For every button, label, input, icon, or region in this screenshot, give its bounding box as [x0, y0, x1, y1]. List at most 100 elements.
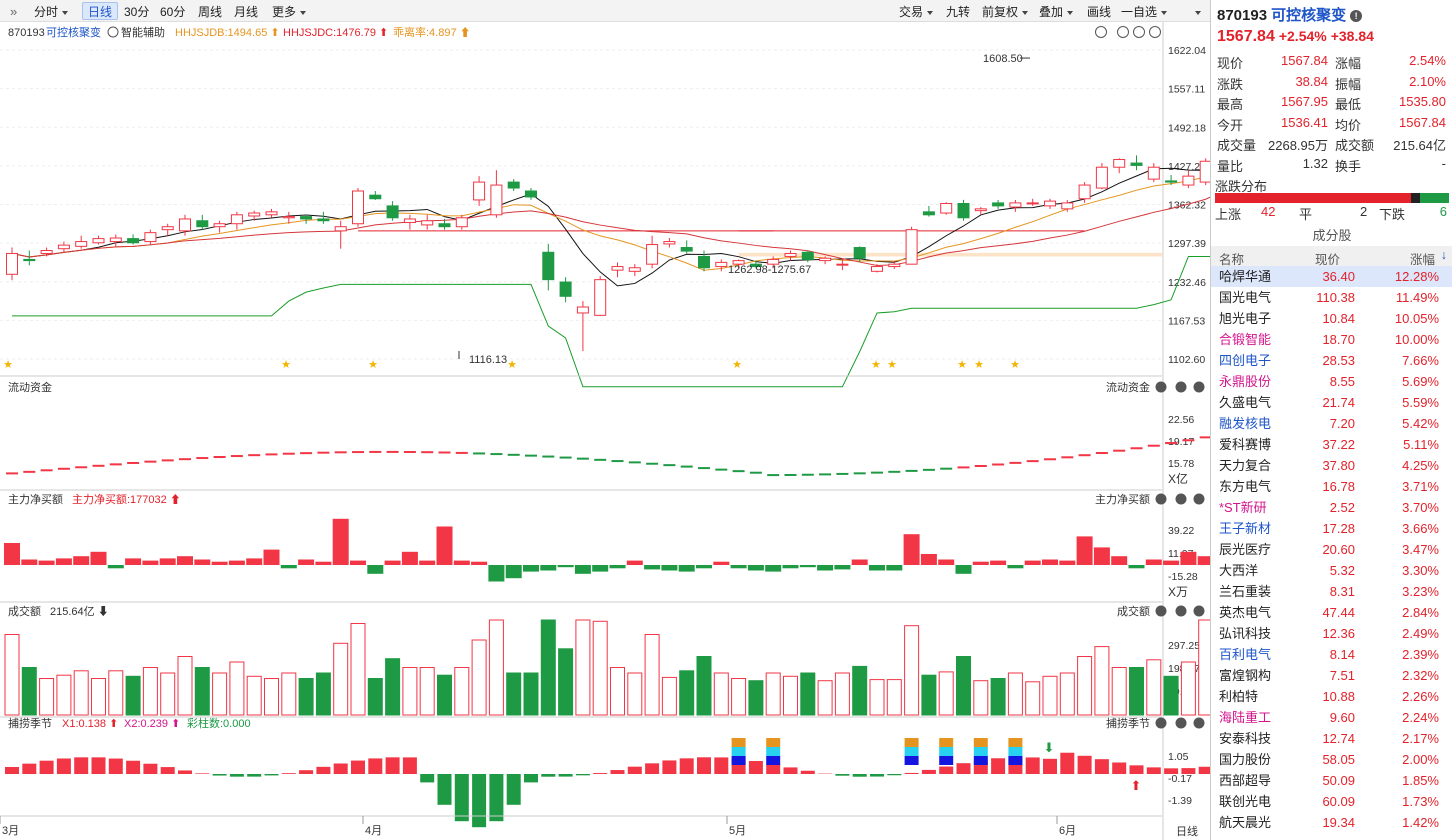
settings-icon [1155, 381, 1167, 393]
volume-bar [488, 619, 504, 716]
settings-icon [1155, 493, 1167, 505]
mainnet-bar [332, 518, 349, 565]
constituent-row[interactable]: 安泰科技 12.74 2.17% [1211, 728, 1452, 749]
candle-body [732, 260, 745, 265]
constituent-row[interactable]: 国光电气 110.38 11.49% [1211, 287, 1452, 308]
settings-icon [1155, 605, 1167, 617]
stat-value-2-1: 1567.95 [1281, 94, 1328, 109]
constituent-row[interactable]: 联创光电 60.09 1.73% [1211, 791, 1452, 812]
volume-bar [1180, 661, 1196, 716]
constituent-row[interactable]: 英杰电气 47.44 2.84% [1211, 602, 1452, 623]
quote-panel: 870193 可控核聚变! 1567.84 +2.54% +38.84 现价 1567.… [1210, 0, 1452, 840]
period-tab-2[interactable]: 30分 [118, 2, 155, 20]
tool-button-1[interactable]: 九转 [940, 2, 976, 20]
collapse-icon[interactable]: » [10, 4, 18, 19]
y-tick-label: 1622.04 [1168, 45, 1206, 57]
constituent-row[interactable]: *ST新研 2.52 3.70% [1211, 497, 1452, 518]
constituent-row[interactable]: 天力复合 37.80 4.25% [1211, 455, 1452, 476]
tool-button-2[interactable]: 前复权 [976, 2, 1034, 20]
constituent-row[interactable]: 利柏特 10.88 2.26% [1211, 686, 1452, 707]
period-tab-1[interactable]: 日线 [82, 2, 119, 20]
tool-button-4[interactable]: 画线 [1081, 2, 1117, 20]
support-band [738, 252, 1162, 257]
constituent-row[interactable]: 四创电子 28.53 7.66% [1211, 350, 1452, 371]
season-bar [472, 774, 487, 828]
constituent-row[interactable]: 辰光医疗 20.60 3.47% [1211, 539, 1452, 560]
candle-body [352, 190, 364, 225]
col-change[interactable]: 涨幅 [1409, 253, 1435, 267]
mainnet-bar [263, 549, 280, 565]
stat-value-1-3: 2.10% [1409, 73, 1446, 89]
tool-button-0[interactable]: 交易 [893, 2, 939, 20]
volume-bar [471, 639, 487, 716]
constituent-row[interactable]: 爱科赛博 37.22 5.11% [1211, 434, 1452, 455]
season-stack [731, 756, 746, 765]
col-name[interactable]: 名称 [1219, 253, 1245, 267]
season-bar [195, 773, 210, 774]
stat-label-0-2: 涨幅 [1335, 56, 1362, 71]
constituent-change: 2.49% [1402, 626, 1439, 641]
tool-button-5[interactable]: 一自选 [1115, 2, 1173, 20]
candle-body [576, 306, 589, 314]
constituent-row[interactable]: 哈焊华通 36.40 12.28% [1211, 266, 1452, 287]
constituent-price: 12.36 [1322, 626, 1355, 641]
stat-value-3-1: 1536.41 [1281, 114, 1328, 130]
close-icon [1193, 717, 1205, 729]
volume-bar [817, 680, 833, 716]
constituent-row[interactable]: 百利电气 8.14 2.39% [1211, 644, 1452, 665]
constituent-row[interactable]: 久盛电气 21.74 5.59% [1211, 392, 1452, 413]
period-tab-4-label: 周线 [198, 5, 223, 19]
flow-y-label: 19.17 [1168, 436, 1194, 448]
constituent-row[interactable]: 兰石重装 8.31 3.23% [1211, 581, 1452, 602]
candle-body [992, 202, 1005, 207]
kline-chart[interactable]: 870193 可控核聚变 智能辅助 HHJSJDB:1494.65 ⬆ HHJSJDC:… [0, 22, 1210, 840]
constituent-row[interactable]: 富煌钢构 7.51 2.32% [1211, 665, 1452, 686]
constituent-row[interactable]: 融发核电 7.20 5.42% [1211, 413, 1452, 434]
stat-value-4-3: 215.64亿 [1393, 138, 1446, 153]
candle-body [265, 211, 278, 216]
mainnet-bar [523, 565, 539, 572]
constituent-row[interactable]: 旭光电子 10.84 10.05% [1211, 308, 1452, 329]
col-price[interactable]: 现价 [1315, 253, 1341, 267]
chevron-down-icon[interactable] [1191, 2, 1205, 20]
constituent-row[interactable]: 海陆重工 9.60 2.24% [1211, 707, 1452, 728]
volume-bar [419, 667, 435, 716]
constituent-row[interactable]: 弘讯科技 12.36 2.49% [1211, 623, 1452, 644]
constituent-row[interactable]: 王子新材 17.28 3.66% [1211, 518, 1452, 539]
mainnet-bar [55, 558, 72, 565]
constituent-price: 36.40 [1322, 269, 1355, 284]
season-bar [420, 774, 435, 783]
mainnet-bar [557, 565, 574, 568]
stat-label-3-0: 今开 [1217, 117, 1244, 133]
period-tab-3[interactable]: 60分 [154, 2, 191, 20]
mainnet-bar [1076, 536, 1093, 565]
period-tab-3-label: 60分 [160, 5, 186, 19]
volume-bar [886, 679, 902, 716]
season-bar [956, 763, 971, 774]
tool-button-3[interactable]: 叠加 [1033, 2, 1079, 20]
mainnet-bar [419, 560, 436, 565]
constituent-row[interactable]: 航天晨光 19.34 1.42% [1211, 812, 1452, 833]
constituent-row[interactable]: 合锻智能 18.70 10.00% [1211, 329, 1452, 350]
flow-y-label: 15.78 [1168, 458, 1194, 470]
constituent-row[interactable]: 国力股份 58.05 2.00% [1211, 749, 1452, 770]
candle-body [784, 252, 797, 257]
period-tab-5[interactable]: 月线 [228, 2, 264, 20]
candle-body [317, 218, 330, 222]
y-tick-label: 1557.11 [1168, 84, 1205, 96]
sort-desc-icon[interactable]: ↓ [1440, 248, 1447, 262]
period-tab-6[interactable]: 更多 [266, 2, 312, 20]
period-tab-4[interactable]: 周线 [192, 2, 228, 20]
constituent-row[interactable]: 大西洋 5.32 3.30% [1211, 560, 1452, 581]
season-bar [697, 757, 711, 774]
quote-name[interactable]: 可控核聚变 [1271, 7, 1347, 24]
mainnet-bar [21, 559, 38, 565]
constituent-row[interactable]: 西部超导 50.09 1.85% [1211, 770, 1452, 791]
constituent-name: 弘讯科技 [1219, 626, 1272, 641]
candle-body [248, 212, 261, 217]
period-tab-0[interactable]: 分时 [28, 2, 74, 20]
constituent-row[interactable]: 东方电气 16.78 3.71% [1211, 476, 1452, 497]
constituent-row[interactable]: 永鼎股份 8.55 5.69% [1211, 371, 1452, 392]
volume-bar [956, 656, 971, 716]
info-icon[interactable]: ! [1350, 10, 1363, 23]
